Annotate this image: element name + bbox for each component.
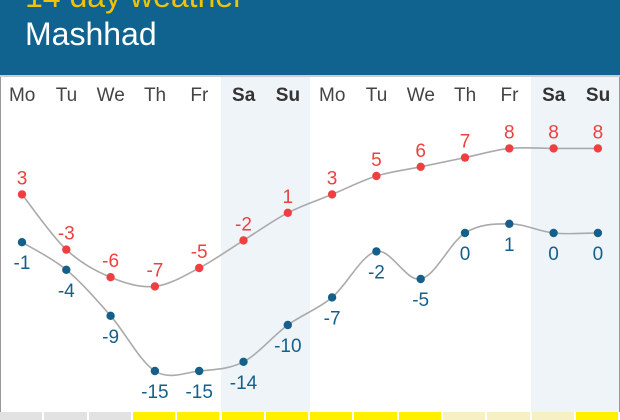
low-temp-point <box>505 219 514 228</box>
day-label: Sa <box>232 85 256 106</box>
condition-cell <box>354 412 399 420</box>
high-temp-label: 6 <box>415 141 426 162</box>
high-temp-point <box>372 171 381 181</box>
high-temp-point <box>416 162 425 171</box>
high-temp-point <box>283 208 292 217</box>
condition-cell <box>443 412 488 420</box>
high-temp-label: -2 <box>235 214 252 235</box>
low-temp-label: -15 <box>185 382 212 403</box>
high-temp-label: -5 <box>191 242 208 263</box>
day-label: Mo <box>319 85 346 106</box>
high-temp-point <box>460 153 470 162</box>
low-temp-point <box>106 311 115 320</box>
day-label: Mo <box>8 85 36 106</box>
condition-cell <box>221 412 266 420</box>
low-temp-label: -2 <box>368 262 385 283</box>
high-temp-point <box>239 236 248 245</box>
low-temp-label: 0 <box>460 244 471 265</box>
day-label: Th <box>143 85 167 106</box>
high-temp-label: 3 <box>17 168 28 189</box>
day-label: We <box>96 85 125 106</box>
day-label: Su <box>275 85 301 106</box>
header: 14 day weather Mashhad <box>0 0 620 75</box>
day-label: Tu <box>55 85 78 106</box>
divider <box>0 75 620 77</box>
low-temp-point <box>327 293 337 302</box>
day-label: Fr <box>500 85 519 106</box>
low-temp-point <box>239 357 248 366</box>
condition-cell <box>44 412 89 420</box>
low-temp-point <box>460 228 470 238</box>
high-temp-point <box>327 190 337 199</box>
condition-cell <box>132 412 178 420</box>
day-label: Sa <box>542 85 566 106</box>
low-temp-point <box>283 320 292 330</box>
condition-cell <box>0 412 45 420</box>
day-label: Tu <box>365 85 388 106</box>
low-temp-point <box>62 265 71 274</box>
condition-cell <box>265 412 311 420</box>
high-temp-point <box>549 144 558 153</box>
high-temp-point <box>593 144 603 153</box>
condition-cell <box>398 412 443 420</box>
condition-cell <box>88 412 133 420</box>
low-temp-label: -9 <box>102 327 119 348</box>
day-label: Th <box>454 85 477 106</box>
high-temp-label: 8 <box>593 122 604 143</box>
high-temp-point <box>195 263 204 273</box>
low-temp-point <box>549 228 558 238</box>
high-temp-label: 1 <box>283 187 294 208</box>
high-temp-label: 8 <box>504 122 515 143</box>
high-temp-point <box>62 245 71 254</box>
day-label: Fr <box>190 85 209 106</box>
low-temp-label: -5 <box>412 290 429 311</box>
condition-cell <box>310 412 355 420</box>
low-temp-label: 1 <box>504 235 515 256</box>
low-temp-label: 0 <box>593 244 604 265</box>
low-temp-point <box>195 366 204 376</box>
low-temp-label: -10 <box>274 336 301 357</box>
low-temp-point <box>17 238 27 247</box>
high-temp-label: 7 <box>460 132 471 153</box>
page-title: 14 day weather <box>25 0 244 15</box>
day-row: Mo Tu We Th Fr Sa Su Mo Tu We Th Fr Sa Su <box>0 77 620 113</box>
low-temp-label: -15 <box>141 382 168 403</box>
low-temp-label: 0 <box>548 244 559 265</box>
high-temp-label: 5 <box>371 150 382 171</box>
low-temp-label: -7 <box>324 308 341 329</box>
low-temp-point <box>416 274 425 284</box>
high-temp-point <box>17 190 27 199</box>
city-name: Mashhad <box>25 16 157 52</box>
high-temp-label: -6 <box>102 251 119 272</box>
high-temp-point <box>150 282 160 291</box>
condition-cell <box>177 412 222 420</box>
condition-cell <box>575 412 620 420</box>
low-temp-label: -4 <box>58 281 75 302</box>
high-temp-label: 3 <box>327 168 338 189</box>
high-temp-label: 8 <box>548 122 559 143</box>
day-label: Su <box>585 85 611 106</box>
condition-cell <box>487 412 532 420</box>
high-temp-label: -3 <box>58 224 75 245</box>
high-temp-point <box>505 144 514 153</box>
day-label: We <box>406 85 435 106</box>
weekend-shade <box>531 77 620 412</box>
low-temp-label: -1 <box>14 253 31 274</box>
low-temp-label: -14 <box>230 373 258 394</box>
high-temp-label: -7 <box>146 260 163 281</box>
low-temp-point <box>372 247 381 256</box>
condition-cell <box>531 412 576 420</box>
low-temp-point <box>150 366 160 376</box>
high-temp-point <box>106 273 115 282</box>
low-temp-point <box>593 228 603 238</box>
